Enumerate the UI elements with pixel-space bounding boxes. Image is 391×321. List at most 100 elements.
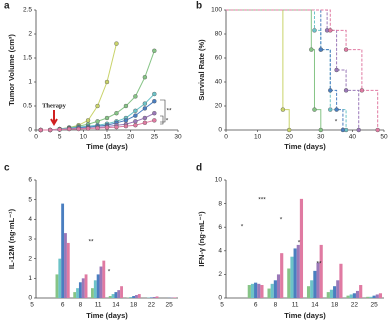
x-axis-title: Time (days) — [86, 142, 128, 151]
y-tick-label: 2 — [218, 271, 222, 278]
bar — [135, 295, 138, 298]
y-tick-label: 0 — [28, 127, 32, 134]
bar — [247, 285, 251, 298]
bar — [267, 288, 271, 298]
bar — [155, 296, 159, 298]
y-tick-label: 2 — [28, 255, 32, 262]
point — [318, 47, 323, 52]
point — [104, 79, 110, 85]
point — [76, 126, 81, 132]
x-tick-label: 50 — [380, 134, 388, 141]
point — [133, 119, 138, 124]
point — [142, 106, 148, 111]
point — [133, 108, 138, 114]
bar — [257, 283, 261, 298]
point — [66, 126, 72, 132]
survival-line — [226, 9, 290, 130]
y-tick-label: 2 — [28, 31, 32, 38]
y-tick-label: 1 — [28, 275, 32, 282]
bar — [349, 294, 353, 298]
point — [85, 118, 91, 123]
annotation: * — [280, 217, 283, 224]
point — [152, 98, 157, 104]
y-tick-label: 1 — [28, 79, 32, 86]
point — [123, 118, 129, 123]
annotation: * — [166, 118, 169, 125]
bar — [276, 274, 281, 298]
bar — [91, 288, 94, 298]
x-tick-label: 30 — [174, 134, 182, 141]
x-tick-label: 0 — [224, 134, 228, 141]
y-axis-title: Tumor Volume (cm³) — [7, 34, 16, 106]
bar — [359, 285, 363, 298]
survival-line — [226, 9, 347, 130]
point — [104, 125, 110, 130]
point — [340, 127, 346, 133]
bar — [84, 274, 88, 298]
bar — [378, 293, 383, 298]
bar — [152, 297, 156, 298]
point — [318, 127, 323, 133]
point — [152, 91, 157, 97]
bar — [296, 244, 300, 298]
x-tick-label: 6 — [254, 302, 258, 309]
point — [343, 88, 349, 93]
panel-label: d — [196, 163, 202, 174]
point — [38, 127, 43, 133]
bar — [319, 244, 323, 298]
point — [375, 127, 380, 133]
survival-line — [226, 9, 360, 130]
bar — [64, 233, 67, 298]
x-axis-title: Time (days) — [284, 311, 326, 320]
bar — [339, 263, 343, 298]
point — [142, 101, 148, 106]
x-axis-title: Time (days) — [284, 142, 326, 151]
bar — [287, 268, 291, 298]
point — [280, 107, 286, 112]
bar — [173, 297, 177, 298]
x-tick-label: 22 — [351, 302, 359, 309]
point — [123, 123, 129, 129]
x-tick-label: 15 — [103, 134, 111, 141]
point — [328, 88, 333, 93]
bar — [313, 270, 317, 298]
bar — [254, 282, 258, 298]
bar — [310, 280, 314, 298]
bar — [326, 292, 330, 298]
y-tick-label: 5 — [28, 196, 32, 203]
annotation: ** — [166, 108, 172, 115]
bar — [273, 280, 277, 298]
annotation: * — [108, 269, 111, 276]
point — [343, 47, 349, 52]
point — [152, 118, 157, 123]
point — [328, 28, 333, 33]
y-tick-label: 6 — [218, 224, 222, 231]
point — [152, 110, 157, 116]
point — [114, 110, 119, 116]
point — [85, 126, 91, 131]
x-tick-label: 11 — [292, 302, 299, 309]
bracket — [160, 99, 166, 125]
annotation: *** — [258, 197, 266, 204]
point — [95, 119, 100, 124]
x-tick-label: 25 — [371, 302, 379, 309]
x-tick-label: 18 — [130, 302, 138, 309]
bar — [81, 278, 85, 298]
panel: c 0 1 2 3 4 5 6 Time (days) IL-12M (ng·mL⁻¹) 5 6 8 11… — [4, 163, 178, 320]
y-tick-label: 20 — [215, 103, 223, 110]
bar — [280, 253, 284, 298]
y-tick-label: 4 — [28, 216, 32, 223]
point — [133, 94, 138, 99]
bar — [58, 258, 62, 298]
x-tick-label: 5 — [220, 302, 224, 309]
y-tick-label: 100 — [211, 7, 222, 14]
y-tick-label: 6 — [28, 177, 32, 184]
bar — [102, 260, 106, 298]
bar — [352, 293, 356, 298]
bar — [137, 294, 141, 298]
bar — [372, 295, 376, 298]
x-tick-label: 14 — [311, 302, 319, 309]
point — [312, 107, 317, 112]
annotation: * — [241, 224, 244, 231]
point — [312, 28, 317, 33]
